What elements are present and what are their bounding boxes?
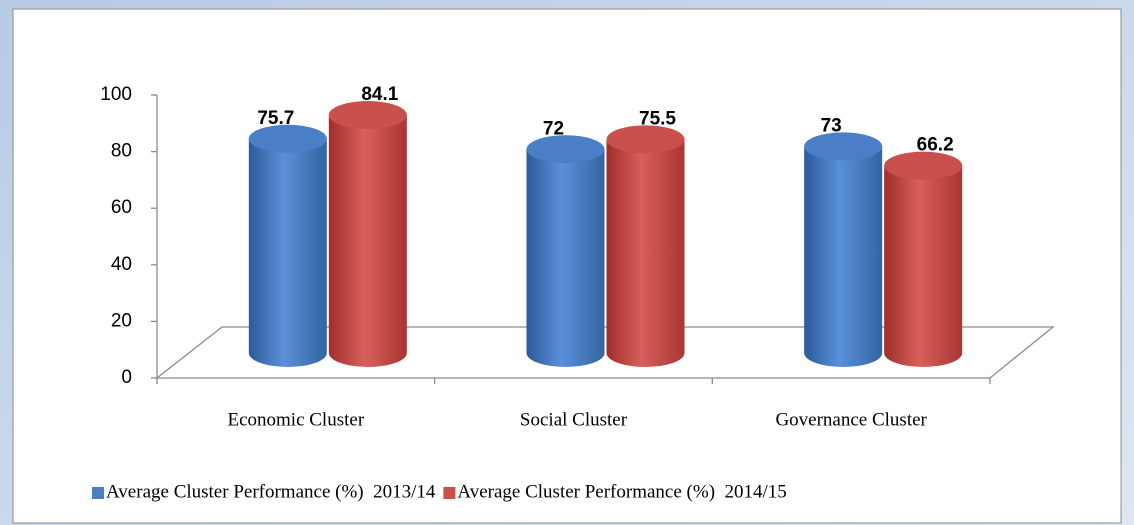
legend-label: Average Cluster Performance (%) 2013/14 [106, 481, 436, 502]
bar [804, 132, 883, 367]
bar [606, 125, 685, 367]
legend-label: Average Cluster Performance (%) 2014/15 [457, 481, 786, 502]
x-tick-label: Economic Cluster [227, 409, 364, 430]
bar-body [606, 139, 685, 367]
bar-top [328, 100, 407, 129]
bar-body [328, 114, 407, 367]
bar-body [526, 149, 605, 367]
x-tick-label: Governance Cluster [775, 409, 927, 430]
x-tick-label: Social Cluster [520, 409, 628, 430]
y-tick-label: 40 [111, 254, 132, 275]
bar [526, 135, 605, 367]
legend-swatch [443, 487, 456, 499]
bar-top [526, 135, 605, 164]
data-label: 66.2 [917, 135, 954, 156]
bar-body [248, 138, 327, 367]
bar-top [248, 124, 327, 153]
bar-top [884, 151, 963, 180]
bar-body [804, 146, 883, 367]
bar [248, 124, 327, 367]
bar-body [884, 165, 963, 367]
bar-top [606, 125, 685, 154]
y-tick-label: 0 [121, 367, 132, 388]
data-label: 75.7 [257, 108, 294, 129]
data-label: 73 [821, 115, 842, 136]
y-tick-label: 60 [111, 197, 132, 218]
bar [328, 100, 407, 367]
data-label: 72 [543, 118, 564, 139]
bar-top [804, 132, 883, 161]
data-label: 75.5 [639, 108, 676, 129]
bar [884, 151, 963, 367]
data-label: 84.1 [361, 84, 398, 105]
legend-swatch [92, 487, 104, 499]
y-tick-label: 80 [111, 141, 132, 162]
y-tick-label: 20 [111, 310, 132, 331]
y-tick-label: 100 [100, 84, 132, 105]
